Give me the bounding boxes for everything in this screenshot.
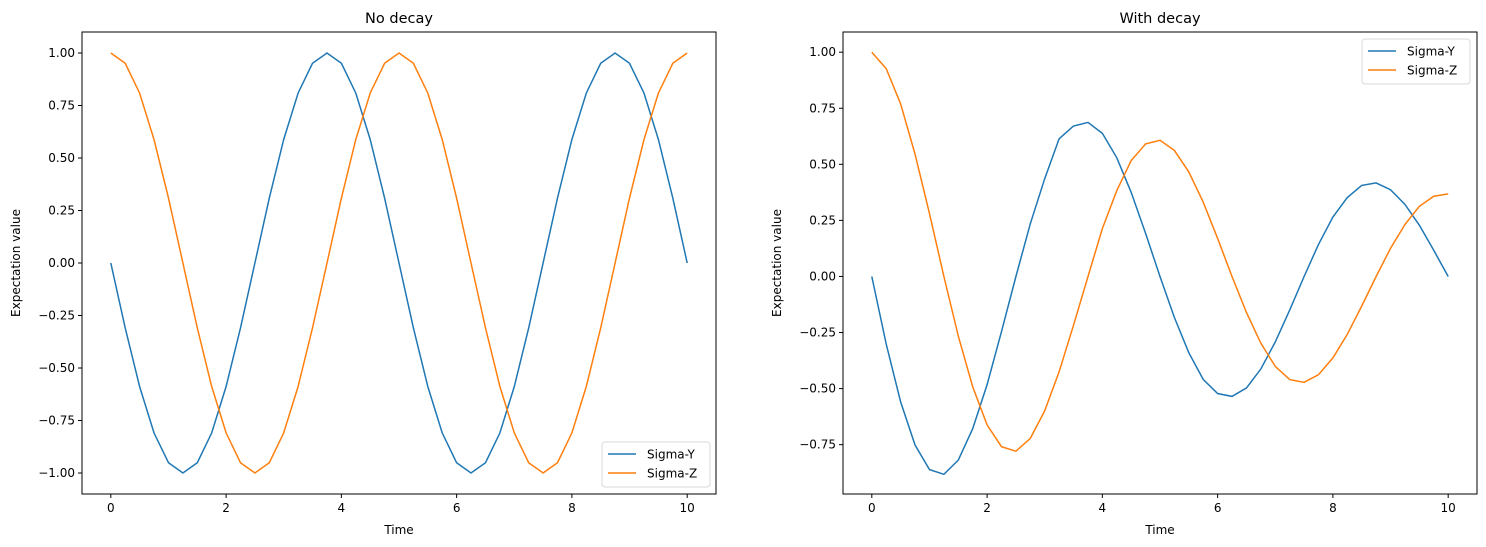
y-tick-label: −0.75 bbox=[38, 414, 75, 428]
x-tick-label: 2 bbox=[222, 501, 230, 515]
legend: Sigma-Y Sigma-Z bbox=[601, 441, 711, 488]
y-tick-label: −0.25 bbox=[38, 309, 75, 323]
legend-label: Sigma-Z bbox=[1407, 64, 1457, 78]
chart-title: No decay bbox=[365, 11, 433, 27]
y-tick-label: −1.00 bbox=[38, 466, 75, 480]
y-tick-label: 1.00 bbox=[809, 45, 836, 59]
y-tick-label: −0.50 bbox=[38, 361, 75, 375]
x-axis-label: Time bbox=[1144, 523, 1174, 537]
y-tick-label: 0.00 bbox=[48, 256, 75, 270]
series-line-sigma-y bbox=[110, 52, 688, 474]
x-tick-label: 10 bbox=[1441, 501, 1456, 515]
series-line-sigma-z bbox=[871, 51, 1449, 453]
y-tick-label: −0.25 bbox=[799, 326, 836, 340]
legend-label: Sigma-Y bbox=[1407, 45, 1456, 59]
chart-title: With decay bbox=[1119, 11, 1201, 27]
y-tick-label: 0.25 bbox=[809, 213, 836, 227]
x-axis-label: Time bbox=[383, 523, 413, 537]
x-tick-label: 6 bbox=[453, 501, 461, 515]
axes-frame bbox=[842, 31, 1478, 495]
x-tick-label: 4 bbox=[338, 501, 346, 515]
legend-label: Sigma-Z bbox=[647, 467, 697, 481]
legend: Sigma-Y Sigma-Z bbox=[1361, 38, 1471, 85]
x-tick-label: 10 bbox=[680, 501, 695, 515]
y-tick-label: 0.50 bbox=[809, 157, 836, 171]
x-tick-label: 2 bbox=[983, 501, 991, 515]
y-tick-label: 0.75 bbox=[809, 101, 836, 115]
y-tick-label: −0.75 bbox=[799, 438, 836, 452]
y-tick-label: 0.00 bbox=[809, 269, 836, 283]
x-tick-label: 4 bbox=[1099, 501, 1107, 515]
x-tick-label: 0 bbox=[107, 501, 115, 515]
series-line-sigma-z bbox=[110, 52, 688, 474]
series-line-sigma-y bbox=[871, 121, 1449, 476]
chart-no-decay: 0 2 4 6 8 10 1.00 0.75 0.50 0.25 0.00 −0.25 −0.50 −0.… bbox=[9, 11, 717, 537]
y-tick-label: 1.00 bbox=[48, 46, 75, 60]
x-tick-label: 0 bbox=[868, 501, 876, 515]
x-tick-label: 8 bbox=[1329, 501, 1337, 515]
y-tick-label: 0.75 bbox=[48, 99, 75, 113]
chart-with-decay: 0 2 4 6 8 10 1.00 0.75 0.50 0.25 0.00 −0.25 −0.50 −0.… bbox=[770, 11, 1478, 537]
x-tick-label: 8 bbox=[568, 501, 576, 515]
y-tick-label: −0.50 bbox=[799, 382, 836, 396]
legend-label: Sigma-Y bbox=[647, 448, 696, 462]
y-axis-label: Expectation value bbox=[9, 209, 23, 317]
y-axis-label: Expectation value bbox=[770, 209, 784, 317]
y-tick-label: 0.25 bbox=[48, 204, 75, 218]
x-tick-label: 6 bbox=[1214, 501, 1222, 515]
y-tick-label: 0.50 bbox=[48, 151, 75, 165]
